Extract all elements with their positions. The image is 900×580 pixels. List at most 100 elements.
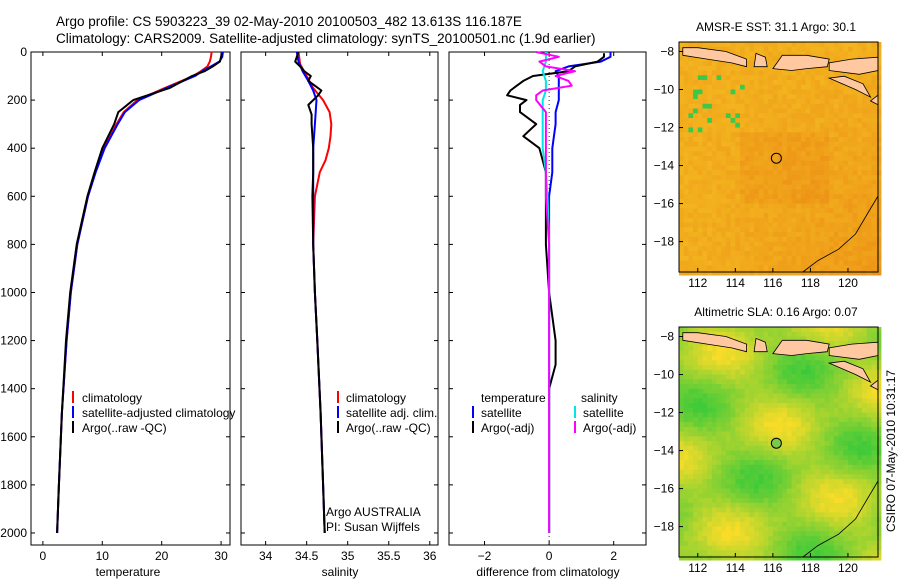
- map-cell: [711, 146, 718, 152]
- map-cell: [805, 384, 811, 390]
- map-cell: [871, 251, 877, 257]
- map-cell: [829, 493, 835, 499]
- map-cell: [744, 61, 750, 67]
- map-cell: [833, 151, 840, 157]
- map-cell: [772, 94, 779, 100]
- map-cell: [801, 222, 807, 228]
- map-cell: [768, 545, 774, 551]
- map-cell: [702, 536, 708, 542]
- map-cell: [791, 374, 797, 380]
- map-cell: [744, 488, 750, 494]
- map-cell: [786, 355, 793, 361]
- map-cell: [829, 331, 835, 338]
- difference-legend: temperature salinity satellite Argo(-adj…: [472, 391, 636, 435]
- map-cell: [833, 99, 840, 105]
- map-cell: [749, 165, 755, 171]
- map-cell: [876, 474, 882, 480]
- map-cell: [777, 369, 783, 376]
- map-cell: [707, 369, 713, 376]
- map-cell: [796, 203, 802, 209]
- map-cell: [796, 189, 802, 195]
- map-cell: [838, 203, 844, 209]
- map-cell: [857, 179, 863, 186]
- map-cell: [848, 156, 854, 162]
- map-cell: [758, 555, 765, 561]
- map-cell: [744, 137, 750, 143]
- map-cell: [721, 498, 727, 504]
- map-cell: [876, 213, 882, 219]
- map-cell: [848, 146, 854, 152]
- map-cell: [782, 260, 788, 266]
- map-cell: [848, 265, 854, 271]
- map-cell: [848, 507, 854, 513]
- map-cell: [711, 118, 718, 124]
- map-cell: [843, 260, 849, 266]
- map-cell: [735, 374, 741, 380]
- map-cell: [740, 379, 746, 385]
- map-cell: [810, 360, 816, 366]
- map-cell: [725, 122, 732, 129]
- map-cell: [810, 555, 816, 561]
- map-cell: [848, 374, 854, 380]
- map-cell: [815, 208, 821, 214]
- map-cell: [833, 146, 840, 152]
- map-cell: [796, 46, 802, 53]
- map-cell: [805, 70, 811, 76]
- map-cell: [824, 331, 830, 338]
- map-cell: [805, 203, 811, 209]
- map-cell: [848, 388, 854, 395]
- map-cell: [838, 536, 844, 542]
- map-cell: [819, 450, 826, 456]
- map-cell: [862, 483, 868, 490]
- map-cell: [876, 460, 882, 466]
- map-cell: [763, 507, 769, 513]
- map-cell: [768, 236, 774, 243]
- map-cell: [805, 127, 811, 133]
- map-cell: [876, 327, 882, 333]
- map-cell: [711, 160, 718, 167]
- map-cell: [838, 407, 844, 414]
- map-cell: [815, 184, 821, 190]
- map-cell: [711, 436, 718, 442]
- map-cell: [702, 241, 708, 247]
- map-cell: [824, 441, 830, 447]
- map-cell: [833, 156, 840, 162]
- map-cell: [857, 536, 863, 542]
- map-cell: [810, 445, 816, 452]
- map-cell: [848, 407, 854, 414]
- map-cell: [782, 512, 788, 518]
- lat-tick-label: −10: [654, 368, 675, 382]
- map-cell: [871, 550, 877, 556]
- map-cell: [838, 498, 844, 504]
- map-cell: [782, 431, 788, 437]
- map-cell: [805, 80, 811, 86]
- map-cell: [848, 108, 854, 114]
- map-cell: [735, 550, 741, 556]
- map-cell: [697, 179, 704, 186]
- map-cell: [843, 222, 849, 228]
- map-cell: [679, 426, 685, 433]
- map-cell: [730, 483, 736, 490]
- map-cell: [829, 270, 835, 276]
- map-cell: [801, 141, 807, 148]
- map-cell: [777, 184, 783, 190]
- map-cell: [815, 488, 821, 494]
- map-cell: [749, 42, 755, 48]
- map-cell: [749, 441, 755, 447]
- map-cell: [772, 431, 779, 437]
- map-cell: [693, 94, 699, 100]
- map-cell: [683, 236, 689, 243]
- map-cell: [815, 517, 821, 523]
- map-cell: [716, 455, 722, 461]
- map-cell: [852, 450, 858, 456]
- map-cell: [768, 146, 774, 152]
- map-cell: [791, 441, 797, 447]
- map-cell: [833, 270, 840, 276]
- map-cell: [815, 412, 821, 418]
- map-cell: [693, 103, 699, 110]
- map-cell: [805, 208, 811, 214]
- map-cell: [829, 222, 835, 228]
- map-cell: [688, 80, 694, 86]
- map-cell: [843, 331, 849, 338]
- map-cell: [876, 156, 882, 162]
